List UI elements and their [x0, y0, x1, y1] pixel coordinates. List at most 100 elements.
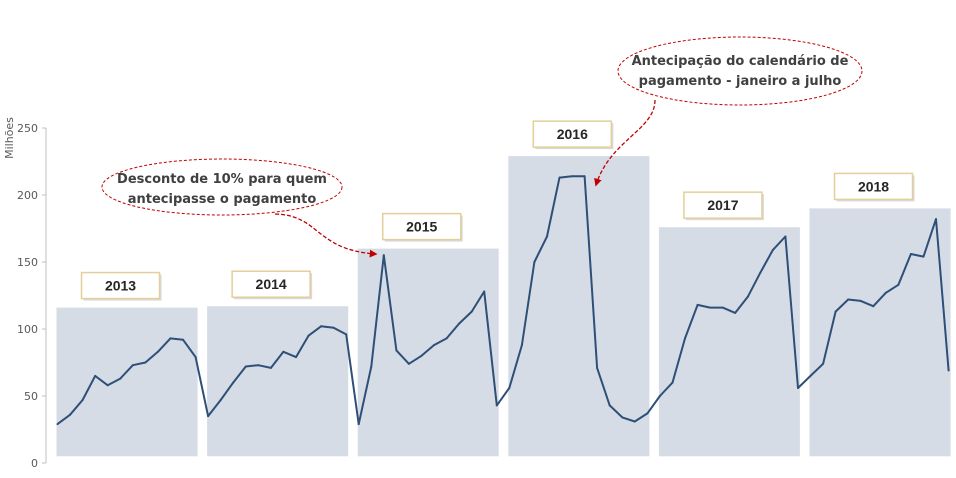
annotation-bubble [101, 158, 343, 216]
data-point [558, 176, 561, 179]
data-point [847, 298, 850, 301]
annotation-text: Desconto de 10% para quem [117, 172, 327, 187]
data-point [207, 415, 210, 418]
year-box-frame [532, 120, 613, 148]
data-point [194, 356, 197, 359]
year-box-2015: 2015 [381, 212, 463, 242]
data-point [458, 322, 461, 325]
annotations: Desconto de 10% para quem antecipasse o p… [101, 36, 863, 258]
data-point [922, 255, 925, 258]
annotation-bubble [617, 36, 863, 106]
data-point [909, 253, 912, 255]
data-point [131, 364, 134, 367]
data-point [746, 295, 749, 298]
data-point [257, 364, 260, 367]
data-point [935, 218, 937, 221]
y-axis: 0 50 100 150 200 250 [17, 122, 47, 470]
year-label: 2017 [707, 197, 738, 213]
series-points [56, 175, 950, 426]
data-point [508, 387, 511, 389]
data-point [244, 365, 247, 368]
data-point [320, 325, 323, 328]
year-box-frame [80, 271, 161, 300]
data-point [219, 399, 222, 401]
data-point [621, 416, 624, 419]
data-point [734, 311, 737, 314]
data-point [533, 261, 536, 263]
data-point [357, 423, 360, 426]
year-band-2018 [809, 208, 951, 457]
data-point [69, 413, 71, 416]
y-tick-label: 150 [17, 256, 38, 269]
data-point [658, 395, 661, 397]
data-point [370, 365, 373, 368]
year-label: 2015 [406, 219, 437, 235]
year-box-frame [833, 172, 914, 201]
data-point [420, 354, 423, 357]
annotation-arrow [274, 213, 378, 258]
y-tick-label: 0 [31, 457, 38, 470]
data-point [520, 344, 523, 347]
y-tick-label: 50 [24, 390, 38, 403]
data-point [834, 310, 837, 313]
year-label: 2014 [256, 276, 287, 292]
year-labels: 2013 2014 2015 2016 2017 2018 [80, 120, 915, 301]
year-box-frame [381, 212, 462, 241]
data-point [81, 399, 84, 401]
y-axis-label: Milhões [3, 117, 16, 159]
data-point [884, 291, 887, 294]
data-point [332, 326, 335, 329]
data-point [646, 412, 649, 415]
annotation-2: Antecipação do calendário de pagamento - … [594, 36, 863, 187]
year-label: 2016 [557, 126, 588, 142]
data-point [797, 387, 799, 389]
year-box-2014: 2014 [231, 270, 313, 300]
year-band-2016 [508, 156, 650, 457]
data-point [696, 303, 699, 306]
data-point [583, 175, 586, 178]
annotation-1: Desconto de 10% para quem antecipasse o p… [101, 158, 378, 258]
year-band-2014 [207, 306, 349, 457]
annotation-text: antecipasse o pagamento [128, 192, 317, 207]
data-point [56, 423, 59, 426]
annotation-text: pagamento - janeiro a julho [639, 74, 842, 89]
year-box-2013: 2013 [80, 271, 162, 301]
data-point [470, 310, 473, 313]
data-point [119, 377, 122, 380]
data-point [182, 338, 184, 341]
data-point [269, 366, 272, 369]
data-point [295, 356, 297, 359]
data-point [546, 235, 548, 238]
y-tick-label: 250 [17, 122, 38, 135]
data-point [495, 404, 498, 407]
year-band-2015 [357, 248, 499, 457]
year-box-2018: 2018 [833, 172, 915, 202]
data-point [759, 271, 762, 274]
data-point [345, 333, 348, 336]
data-point [771, 248, 774, 251]
annotation-arrow [594, 99, 656, 187]
data-point [395, 349, 398, 352]
data-point [232, 381, 235, 384]
data-point [106, 384, 109, 387]
data-point [784, 235, 787, 238]
data-point [709, 306, 712, 309]
data-point [156, 350, 159, 353]
data-point [307, 334, 310, 337]
data-point [809, 374, 812, 377]
data-point [445, 337, 448, 340]
year-box-2016: 2016 [532, 120, 614, 150]
year-band-2017 [658, 227, 800, 457]
year-box-frame [231, 270, 311, 298]
year-band-2013 [56, 307, 198, 457]
y-tick-label: 200 [17, 189, 38, 202]
data-point [382, 254, 385, 257]
data-point [407, 362, 410, 365]
y-tick-label: 100 [17, 323, 38, 336]
data-point [282, 350, 285, 353]
data-point [483, 290, 486, 293]
year-bands [56, 156, 951, 457]
data-point [169, 337, 172, 340]
data-point [859, 299, 862, 302]
